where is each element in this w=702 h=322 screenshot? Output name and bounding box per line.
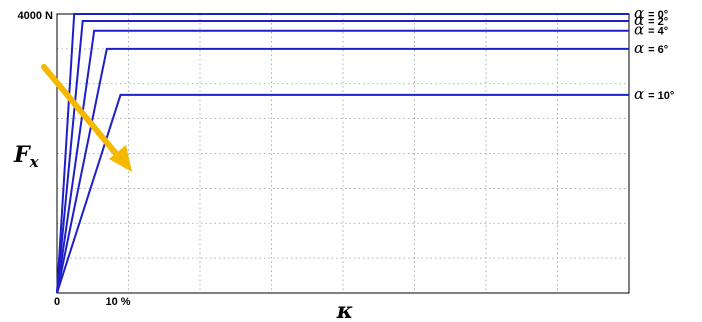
series-line-4 [56,93,629,294]
series-label-3: α = 6° [634,39,668,57]
grid [57,14,629,293]
y-axis-label-main: F [13,142,31,168]
x-axis-label: κ [336,298,354,322]
trend-arrow-head [109,145,132,172]
y-tick-label: 4000 N [18,10,54,22]
series-label-4: α = 10° [634,85,674,103]
series-lines [56,13,629,294]
series-label-value-2: = 4° [648,26,668,38]
series-label-alpha-4: α [634,85,644,103]
series-line-2 [56,29,629,294]
series-label-value-1: = 2° [648,16,668,28]
series-labels: α = 0° α = 2° α = 4° α = 6° α = 10° [634,4,674,103]
series-label-alpha-0: α [634,4,644,22]
series-label-value-0: = 0° [648,9,668,21]
series-label-value-4: = 10° [648,90,674,102]
series-label-2: α = 4° [634,21,668,39]
series-label-alpha-2: α [634,21,644,39]
series-label-alpha-3: α [634,39,644,57]
series-label-1: α = 2° [634,11,668,29]
series-line-1 [56,20,629,294]
series-label-alpha-1: α [634,11,644,29]
x-tick-label-1: 10 % [105,296,130,308]
series-line-0 [56,13,629,294]
series-label-value-3: = 6° [648,44,668,56]
y-axis-label-sub: x [29,153,40,171]
y-axis-label: Fx [13,142,40,171]
series-line-3 [56,47,629,294]
series-label-0: α = 0° [634,4,668,22]
trend-arrow [41,64,132,172]
x-tick-label-0: 0 [54,296,60,308]
trend-arrow-shaft [41,64,121,159]
